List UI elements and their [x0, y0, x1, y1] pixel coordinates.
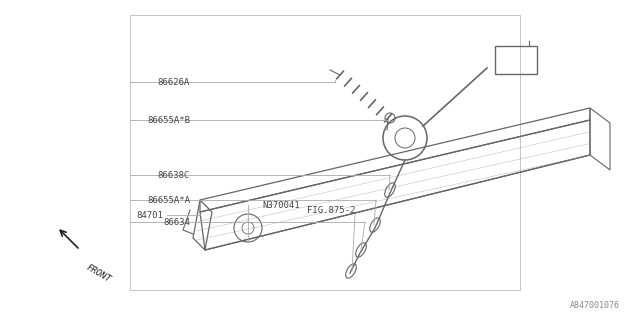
Bar: [130, 15, 520, 290]
Text: 84701: 84701: [136, 211, 163, 220]
Text: FRONT: FRONT: [85, 263, 113, 284]
Text: N370041: N370041: [262, 201, 300, 210]
Text: 86634: 86634: [163, 218, 190, 227]
Text: 86626A: 86626A: [157, 77, 190, 86]
Bar: [495, 46, 537, 74]
Text: FIG.875-2: FIG.875-2: [307, 205, 355, 214]
Text: 86655A*A: 86655A*A: [147, 196, 190, 204]
Text: 86638C: 86638C: [157, 171, 190, 180]
Text: 86655A*B: 86655A*B: [147, 116, 190, 124]
Text: A847001076: A847001076: [570, 301, 620, 310]
